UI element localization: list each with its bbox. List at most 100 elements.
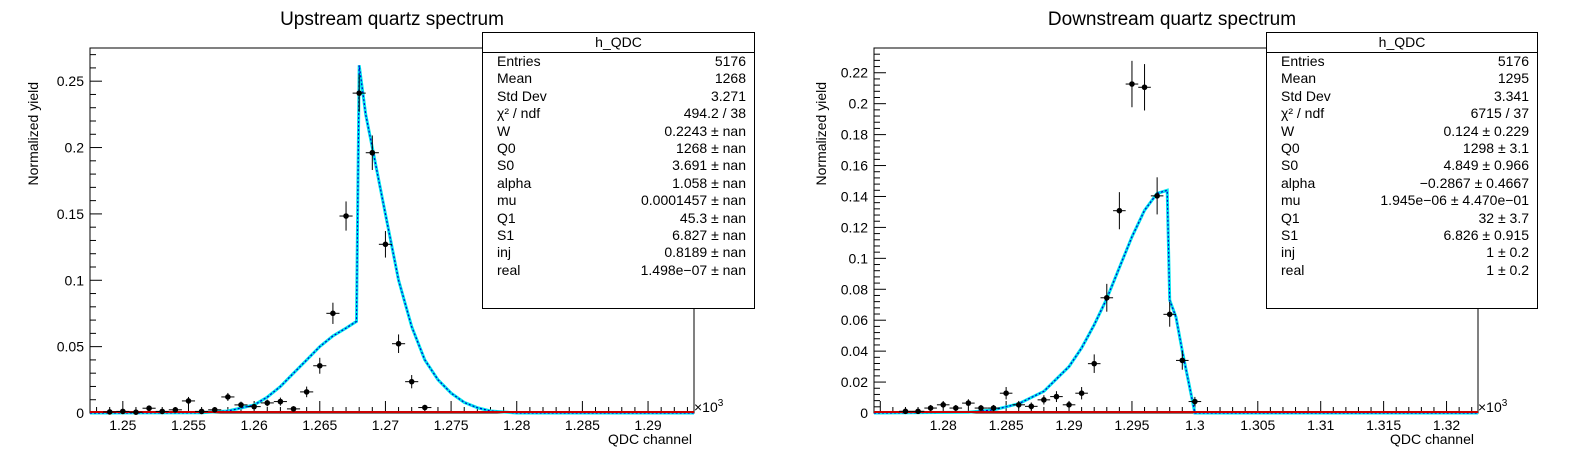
data-point (936, 401, 950, 408)
data-point (168, 407, 182, 413)
data-point (1188, 396, 1202, 407)
stats-value: 1295 (1497, 70, 1529, 87)
data-point (924, 404, 937, 412)
stats-row: S0 3.691 ± nan (483, 157, 754, 174)
stats-box: h_QDC Entries 5176 Mean 1295 Std Dev 3.341 χ² … (1266, 32, 1538, 309)
y-tick-label: 0.16 (841, 158, 868, 174)
y-tick-label: 0.1 (65, 272, 85, 288)
data-point (103, 409, 117, 415)
stats-row: alpha 1.058 ± nan (483, 175, 754, 192)
stats-value: 6715 / 37 (1470, 105, 1529, 122)
y-tick-label: 0.05 (57, 339, 84, 355)
stats-row: Entries 5176 (1267, 53, 1537, 70)
data-point (181, 396, 196, 405)
x-axis-multiplier: ×103 (1478, 398, 1508, 415)
point-marker (1116, 207, 1123, 214)
point-marker (159, 408, 166, 415)
stats-value: 1 ± 0.2 (1486, 261, 1529, 278)
y-tick-label: 0.12 (841, 219, 868, 235)
data-point (1163, 301, 1176, 327)
stats-label: inj (497, 244, 512, 261)
point-marker (1192, 398, 1198, 405)
data-point (1075, 387, 1088, 400)
data-point (300, 386, 314, 398)
y-tick-label: 0.08 (841, 281, 868, 297)
point-marker (277, 398, 284, 405)
point-marker (927, 405, 934, 411)
data-point (1062, 400, 1076, 409)
point-marker (120, 408, 126, 415)
upstream-chart: Upstream quartz spectrum Normalized yiel… (25, 9, 724, 447)
point-marker (990, 405, 997, 411)
y-tick-label: 0.06 (841, 312, 868, 328)
data-point (352, 74, 366, 112)
stats-row: Entries 5176 (483, 53, 754, 70)
y-tick-label: 0.14 (841, 188, 868, 204)
data-point (392, 334, 406, 354)
point-marker (251, 403, 257, 410)
x-tick-label: 1.28 (503, 417, 530, 433)
stats-label: S0 (497, 157, 515, 174)
stats-value: 45.3 ± nan (679, 209, 746, 226)
stats-row: Std Dev 3.341 (1267, 88, 1537, 105)
point-marker (395, 340, 402, 347)
x-tick-label: 1.305 (1240, 417, 1275, 433)
point-marker (1103, 294, 1110, 301)
data-point (129, 409, 143, 416)
data-point (260, 399, 274, 407)
stats-row: Q1 32 ± 3.7 (1267, 210, 1537, 227)
y-tick-label: 0.25 (57, 73, 84, 89)
data-point (1138, 64, 1151, 111)
stats-row: inj 1 ± 0.2 (1267, 244, 1537, 261)
stats-label: W (497, 122, 511, 139)
downstream-chart-panel: Downstream quartz spectrum Normalized yi… (798, 0, 1596, 472)
upstream-chart-panel: Upstream quartz spectrum Normalized yiel… (25, 9, 755, 447)
point-marker (211, 407, 218, 413)
data-point (208, 407, 222, 413)
data-point (987, 404, 1000, 412)
chart-title: Upstream quartz spectrum (280, 9, 504, 30)
stats-row: Q1 45.3 ± nan (483, 210, 754, 227)
point-marker (343, 213, 349, 219)
y-axis-label: Normalized yield (25, 82, 41, 185)
data-point (221, 392, 235, 401)
stats-value: 0.2243 ± nan (664, 122, 746, 139)
stats-row: alpha −0.2867 ± 0.4667 (1267, 175, 1537, 192)
point-marker (1015, 402, 1022, 408)
stats-row: W 0.124 ± 0.229 (1267, 123, 1537, 140)
data-point (195, 408, 209, 415)
stats-label: Mean (1281, 70, 1317, 87)
data-point (378, 231, 392, 258)
stats-label: mu (1281, 192, 1301, 209)
point-marker (902, 408, 909, 415)
x-tick-label: 1.295 (1114, 417, 1149, 433)
stats-value: 0.124 ± 0.229 (1443, 122, 1529, 139)
stats-value: 3.341 (1493, 87, 1529, 104)
stats-value: 0.8189 ± nan (664, 244, 746, 261)
stats-row: Mean 1268 (483, 70, 754, 87)
y-tick-label: 0 (860, 405, 868, 421)
data-point (339, 201, 353, 231)
data-point (273, 397, 287, 406)
point-marker (198, 408, 205, 415)
data-point (1100, 283, 1114, 312)
data-point (155, 408, 169, 415)
stats-value: 494.2 / 38 (683, 105, 746, 122)
x-tick-label: 1.3 (1185, 417, 1205, 433)
point-marker (408, 378, 415, 385)
stats-label: χ² / ndf (497, 105, 541, 122)
x-tick-label: 1.315 (1366, 417, 1401, 433)
stats-value: 3.691 ± nan (672, 157, 746, 174)
point-marker (290, 406, 297, 412)
stats-box: h_QDC Entries 5176 Mean 1268 Std Dev 3.271 χ² … (482, 32, 755, 309)
stats-row: S0 4.849 ± 0.966 (1267, 157, 1537, 174)
stats-box-title: h_QDC (1267, 33, 1537, 53)
x-axis-label: QDC channel (608, 431, 692, 447)
chart-title: Downstream quartz spectrum (1048, 9, 1296, 30)
stats-value: 6.826 ± 0.915 (1443, 226, 1529, 243)
stats-label: W (1281, 122, 1295, 139)
point-marker (356, 90, 362, 96)
stats-value: −0.2867 ± 0.4667 (1419, 174, 1529, 191)
y-tick-label: 0.04 (841, 343, 868, 359)
y-tick-label: 0 (76, 405, 84, 421)
